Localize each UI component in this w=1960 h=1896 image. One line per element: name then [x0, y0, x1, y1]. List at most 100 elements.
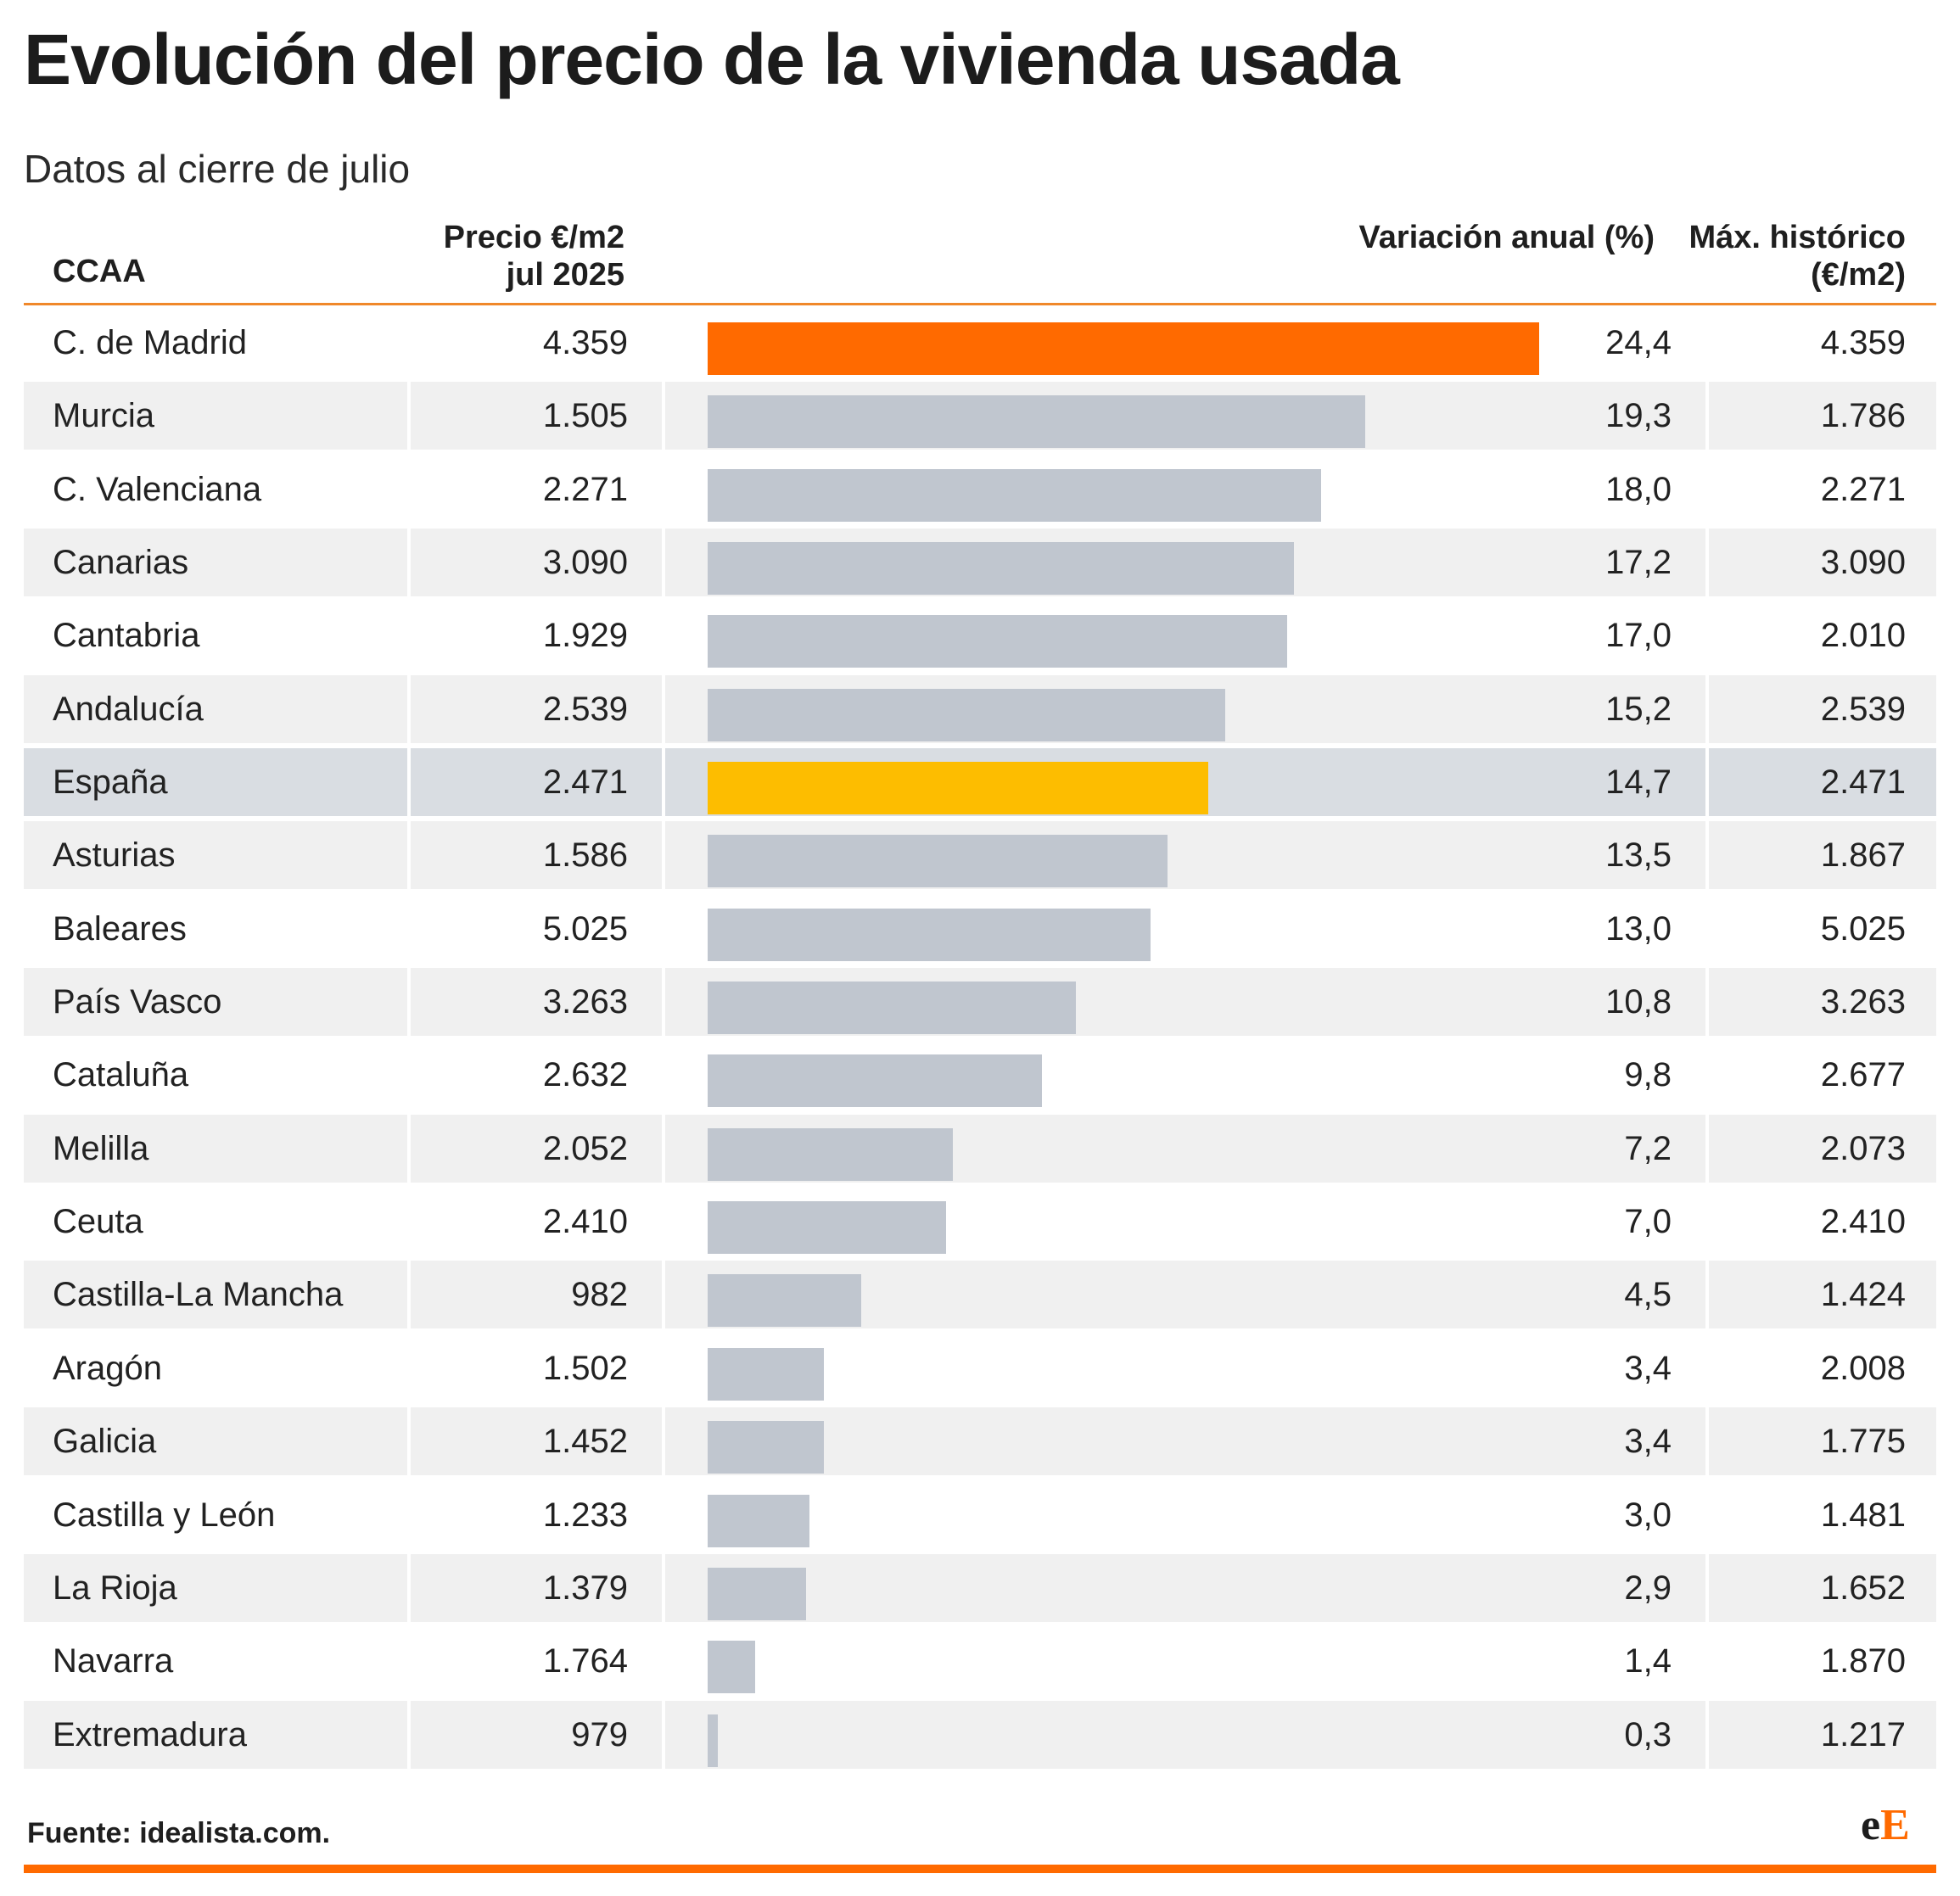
table-body: C. de Madrid 4.359 24,4 4.359 Murcia 1.505 19,…	[24, 309, 1936, 1774]
table-row: Cataluña 2.632 9,8 2.677	[24, 1041, 1936, 1109]
region-label: Extremadura	[53, 1715, 247, 1753]
header-region: CCAA	[53, 254, 146, 289]
price-value: 1.452	[542, 1423, 628, 1461]
max-cell: 1.481	[1709, 1481, 1936, 1549]
footer-divider	[24, 1865, 1936, 1873]
region-cell: Cataluña	[24, 1041, 407, 1109]
variation-bar	[708, 395, 1366, 449]
variation-cell: 15,2	[665, 674, 1705, 743]
variation-cell: 18,0	[665, 456, 1705, 523]
variation-bar	[708, 1201, 947, 1255]
price-value: 1.929	[542, 617, 628, 655]
region-cell: País Vasco	[24, 968, 407, 1037]
max-value: 2.410	[1820, 1203, 1906, 1241]
region-cell: Aragón	[24, 1334, 407, 1402]
price-value: 4.359	[542, 324, 628, 361]
variation-label: 17,2	[1605, 544, 1672, 582]
variation-bar	[708, 1054, 1042, 1108]
max-value: 1.424	[1820, 1276, 1906, 1314]
variation-cell: 13,5	[665, 821, 1705, 890]
region-label: Canarias	[53, 544, 189, 582]
price-cell: 1.502	[411, 1334, 662, 1402]
variation-cell: 14,7	[665, 748, 1705, 817]
region-label: Castilla-La Mancha	[53, 1276, 344, 1314]
table-row: Murcia 1.505 19,3 1.786	[24, 382, 1936, 450]
header-max-line2: (€/m2)	[1811, 257, 1906, 293]
variation-label: 3,4	[1624, 1423, 1672, 1461]
variation-cell: 0,3	[665, 1700, 1705, 1769]
variation-bar	[708, 762, 1209, 815]
header-price-line1: Precio €/m2	[443, 220, 624, 255]
max-value: 5.025	[1820, 909, 1906, 948]
max-cell: 1.652	[1709, 1553, 1936, 1622]
price-cell: 1.929	[411, 601, 662, 669]
max-cell: 2.410	[1709, 1188, 1936, 1256]
region-cell: Asturias	[24, 821, 407, 890]
table-row: Cantabria 1.929 17,0 2.010	[24, 601, 1936, 669]
max-value: 3.090	[1820, 544, 1906, 582]
max-value: 2.010	[1820, 617, 1906, 655]
max-value: 1.652	[1820, 1569, 1906, 1607]
max-value: 2.539	[1820, 690, 1906, 728]
price-value: 2.271	[542, 470, 628, 508]
variation-cell: 19,3	[665, 382, 1705, 450]
variation-label: 10,8	[1605, 983, 1672, 1021]
region-cell: Canarias	[24, 529, 407, 597]
max-cell: 2.539	[1709, 674, 1936, 743]
price-cell: 982	[411, 1261, 662, 1329]
variation-label: 14,7	[1605, 763, 1672, 802]
price-cell: 979	[411, 1700, 662, 1769]
price-value: 2.539	[542, 690, 628, 728]
price-cell: 1.452	[411, 1407, 662, 1476]
variation-cell: 17,2	[665, 529, 1705, 597]
region-cell: Extremadura	[24, 1700, 407, 1769]
variation-label: 1,4	[1624, 1642, 1672, 1681]
table-row: Melilla 2.052 7,2 2.073	[24, 1114, 1936, 1183]
price-value: 1.586	[542, 836, 628, 875]
variation-cell: 24,4	[665, 309, 1705, 377]
price-value: 1.502	[542, 1349, 628, 1387]
price-value: 3.090	[542, 544, 628, 582]
table-row: C. Valenciana 2.271 18,0 2.271	[24, 456, 1936, 523]
region-label: Ceuta	[53, 1203, 143, 1241]
variation-label: 7,0	[1624, 1203, 1672, 1241]
variation-cell: 10,8	[665, 968, 1705, 1037]
region-cell: Andalucía	[24, 674, 407, 743]
variation-bar	[708, 1127, 954, 1181]
variation-bar	[708, 1567, 807, 1620]
variation-cell: 4,5	[665, 1261, 1705, 1329]
variation-label: 2,9	[1624, 1569, 1672, 1607]
region-label: C. Valenciana	[53, 470, 262, 508]
table-row: Aragón 1.502 3,4 2.008	[24, 1334, 1936, 1402]
max-cell: 2.073	[1709, 1114, 1936, 1183]
variation-label: 15,2	[1605, 690, 1672, 728]
variation-cell: 2,9	[665, 1553, 1705, 1622]
max-value: 2.073	[1820, 1129, 1906, 1167]
variation-bar	[708, 835, 1168, 888]
price-value: 5.025	[542, 909, 628, 948]
header-price: Precio €/m2 jul 2025	[444, 219, 624, 294]
price-value: 1.764	[542, 1642, 628, 1681]
chart-title: Evolución del precio de la vivienda usad…	[24, 20, 1400, 99]
variation-cell: 7,2	[665, 1114, 1705, 1183]
region-label: Aragón	[53, 1349, 162, 1387]
table-row: Andalucía 2.539 15,2 2.539	[24, 674, 1936, 743]
variation-bar	[708, 1641, 756, 1694]
price-cell: 3.090	[411, 529, 662, 597]
brand-logo: eE	[1861, 1800, 1910, 1850]
brand-logo-part1: e	[1861, 1801, 1881, 1849]
price-cell: 2.471	[411, 748, 662, 817]
variation-bar	[708, 908, 1151, 961]
variation-label: 7,2	[1624, 1129, 1672, 1167]
table-row: Canarias 3.090 17,2 3.090	[24, 529, 1936, 597]
region-label: Castilla y León	[53, 1496, 276, 1534]
price-cell: 2.271	[411, 456, 662, 523]
variation-label: 3,0	[1624, 1496, 1672, 1534]
max-value: 1.867	[1820, 836, 1906, 875]
region-cell: Baleares	[24, 895, 407, 963]
price-cell: 1.233	[411, 1481, 662, 1549]
max-value: 1.775	[1820, 1423, 1906, 1461]
max-value: 1.786	[1820, 397, 1906, 435]
variation-cell: 3,4	[665, 1334, 1705, 1402]
variation-bar	[708, 982, 1076, 1035]
